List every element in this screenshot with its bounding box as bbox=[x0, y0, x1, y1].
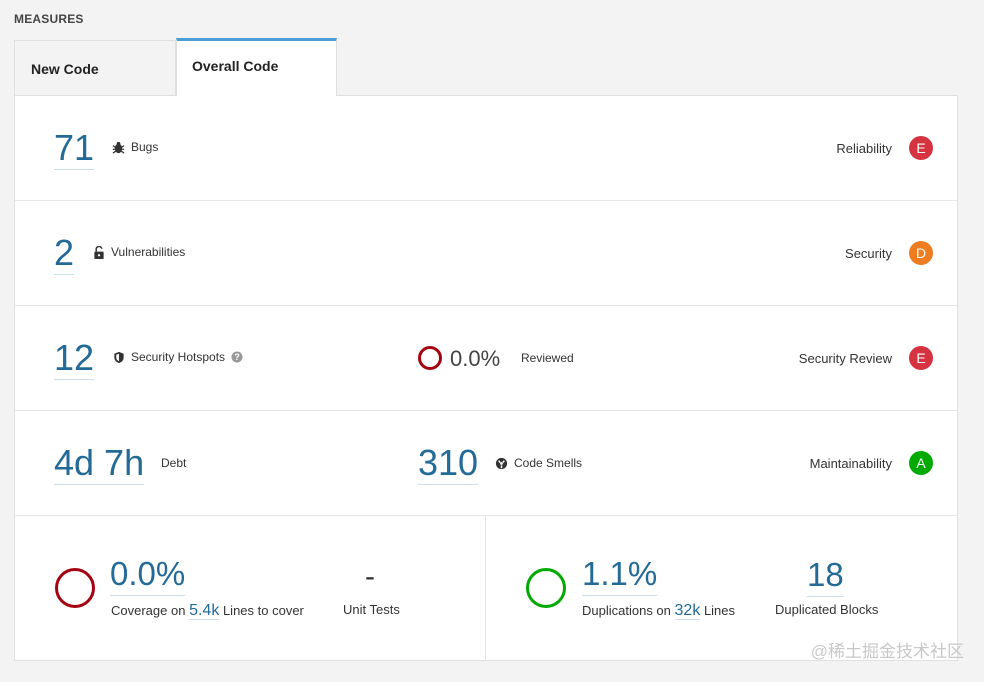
maintainability-label: Maintainability bbox=[809, 456, 892, 471]
debt-value[interactable]: 4d 7h bbox=[54, 442, 145, 485]
duplications-description: Duplications on 32k Lines bbox=[582, 602, 735, 620]
tab-new-code[interactable]: New Code bbox=[14, 40, 176, 96]
coverage-description: Coverage on 5.4k Lines to cover bbox=[111, 602, 304, 620]
hotspots-label: Security Hotspots bbox=[131, 350, 226, 364]
coverage-ring-icon bbox=[55, 568, 95, 608]
duplications-section: 1.1% Duplications on 32k Lines 18 Duplic… bbox=[486, 516, 957, 661]
unit-tests-label: Unit Tests bbox=[343, 602, 400, 617]
reliability-rating-badge[interactable]: E bbox=[909, 136, 933, 160]
reviewed-ring-icon bbox=[418, 346, 442, 370]
duplicated-blocks-label: Duplicated Blocks bbox=[775, 602, 879, 617]
watermark: @稀土掘金技术社区 bbox=[810, 642, 964, 661]
security-review-rating-badge[interactable]: E bbox=[909, 346, 933, 370]
duplicated-blocks-count[interactable]: 18 bbox=[807, 556, 844, 597]
security-rating-badge[interactable]: D bbox=[909, 241, 933, 265]
security-review-label: Security Review bbox=[798, 351, 892, 366]
coverage-prefix: Coverage on bbox=[111, 603, 186, 618]
tab-overall-code-label: Overall Code bbox=[192, 58, 279, 74]
tab-new-code-label: New Code bbox=[31, 61, 99, 77]
svg-text:?: ? bbox=[234, 352, 240, 362]
debt-label: Debt bbox=[161, 456, 187, 470]
duplications-prefix: Duplications on bbox=[582, 603, 671, 618]
bug-icon bbox=[112, 141, 125, 154]
reviewed-label: Reviewed bbox=[521, 351, 574, 365]
code-smells-count[interactable]: 310 bbox=[418, 442, 479, 485]
shield-icon bbox=[114, 351, 124, 363]
vulnerabilities-label: Vulnerabilities bbox=[111, 245, 186, 259]
duplications-ring-icon bbox=[526, 568, 566, 608]
duplications-percent[interactable]: 1.1% bbox=[582, 555, 658, 596]
help-icon[interactable]: ? bbox=[231, 351, 243, 363]
reliability-label: Reliability bbox=[836, 141, 892, 156]
coverage-percent[interactable]: 0.0% bbox=[110, 555, 186, 596]
bugs-label: Bugs bbox=[131, 140, 159, 154]
security-label: Security bbox=[845, 246, 892, 261]
vulnerabilities-label-group: Vulnerabilities bbox=[93, 245, 185, 259]
code-smell-icon bbox=[495, 457, 508, 469]
maintainability-row: 4d 7h Debt 310 Code Smells Maintainabili… bbox=[15, 411, 957, 516]
unit-tests-value[interactable]: - bbox=[365, 560, 375, 593]
coverage-suffix: Lines to cover bbox=[222, 603, 304, 618]
section-title: MEASURES bbox=[14, 12, 84, 26]
vulnerabilities-count[interactable]: 2 bbox=[54, 232, 75, 275]
hotspots-count[interactable]: 12 bbox=[54, 337, 95, 380]
duplications-lines-link[interactable]: 32k bbox=[674, 602, 701, 620]
security-review-row: 12 Security Hotspots ? 0.0% Reviewed Sec… bbox=[15, 306, 957, 411]
bugs-count[interactable]: 71 bbox=[54, 127, 95, 170]
tab-overall-code[interactable]: Overall Code bbox=[176, 38, 337, 96]
bugs-label-group: Bugs bbox=[112, 140, 158, 154]
code-smells-label-group: Code Smells bbox=[495, 456, 582, 470]
coverage-section: 0.0% Coverage on 5.4k Lines to cover - U… bbox=[15, 516, 486, 661]
security-row: 2 Vulnerabilities Security D bbox=[15, 201, 957, 306]
reliability-row: 71 Bugs Reliability E bbox=[15, 96, 957, 201]
unlock-icon bbox=[94, 245, 104, 259]
reviewed-percent[interactable]: 0.0% bbox=[450, 346, 501, 371]
duplications-suffix: Lines bbox=[703, 603, 736, 618]
maintainability-rating-badge[interactable]: A bbox=[909, 451, 933, 475]
coverage-lines-link[interactable]: 5.4k bbox=[189, 602, 220, 620]
code-smells-label: Code Smells bbox=[514, 456, 583, 470]
measures-panel: 71 Bugs Reliability E 2 Vulnerabilities … bbox=[14, 95, 958, 661]
hotspots-label-group: Security Hotspots ? bbox=[113, 350, 243, 364]
